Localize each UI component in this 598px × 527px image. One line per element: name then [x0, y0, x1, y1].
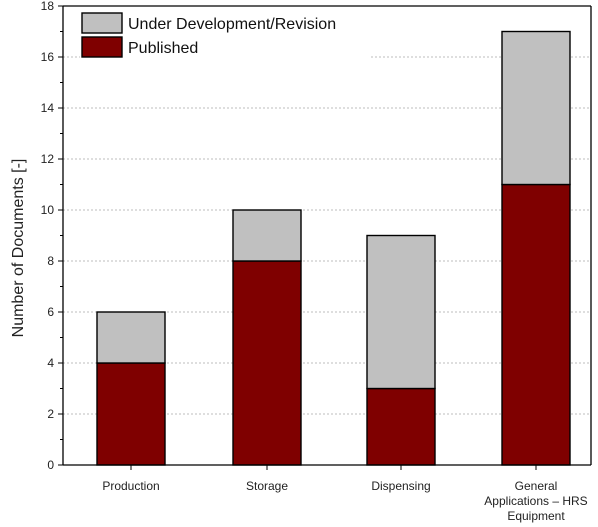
- legend-label: Published: [128, 40, 198, 57]
- x-tick-label: Storage: [246, 479, 288, 493]
- x-tick-label: General Applications – HRS Equipment: [484, 479, 587, 523]
- bar-published-1: [232, 260, 302, 466]
- bar-under-development-revision-2: [366, 234, 436, 390]
- x-tick-label-line: Production: [102, 479, 159, 493]
- x-tick-label-line: General: [515, 479, 558, 493]
- y-tick-label: 8: [47, 254, 54, 268]
- x-tick-label-line: Dispensing: [371, 479, 430, 493]
- bars: [96, 30, 571, 466]
- legend-label: Under Development/Revision: [128, 16, 336, 33]
- x-tick-label-line: Storage: [246, 479, 288, 493]
- x-tick-label: Dispensing: [371, 479, 430, 493]
- y-tick-label: 2: [47, 407, 54, 421]
- y-axis-label: Number of Documents [-]: [10, 159, 27, 338]
- bar-published-0: [96, 362, 166, 466]
- x-tick-label-line: Applications – HRS: [484, 494, 587, 508]
- bar-published-2: [366, 387, 436, 466]
- y-tick-label: 10: [41, 203, 55, 217]
- legend: Under Development/Revision Published: [80, 11, 370, 61]
- bar-published-3: [501, 183, 571, 466]
- y-tick-label: 18: [41, 0, 55, 13]
- y-tick-label: 0: [47, 458, 54, 472]
- axes: [58, 5, 592, 470]
- x-tick-label-line: Equipment: [507, 509, 565, 523]
- y-tick-label: 16: [41, 50, 55, 64]
- bar-under-development-revision-1: [232, 209, 302, 262]
- bar-under-development-revision-3: [501, 30, 571, 186]
- legend-background: [80, 11, 370, 61]
- y-tick-label: 14: [41, 101, 55, 115]
- tick-labels: 0 2 4 6 8 10 12 14 16 18 Production Storage Dispensi…: [41, 0, 588, 523]
- bar-under-development-revision-0: [96, 311, 166, 364]
- legend-swatch: [81, 12, 123, 34]
- x-tick-label: Production: [102, 479, 159, 493]
- y-tick-label: 6: [47, 305, 54, 319]
- y-tick-label: 4: [47, 356, 54, 370]
- legend-swatch: [81, 36, 123, 58]
- y-tick-label: 12: [41, 152, 55, 166]
